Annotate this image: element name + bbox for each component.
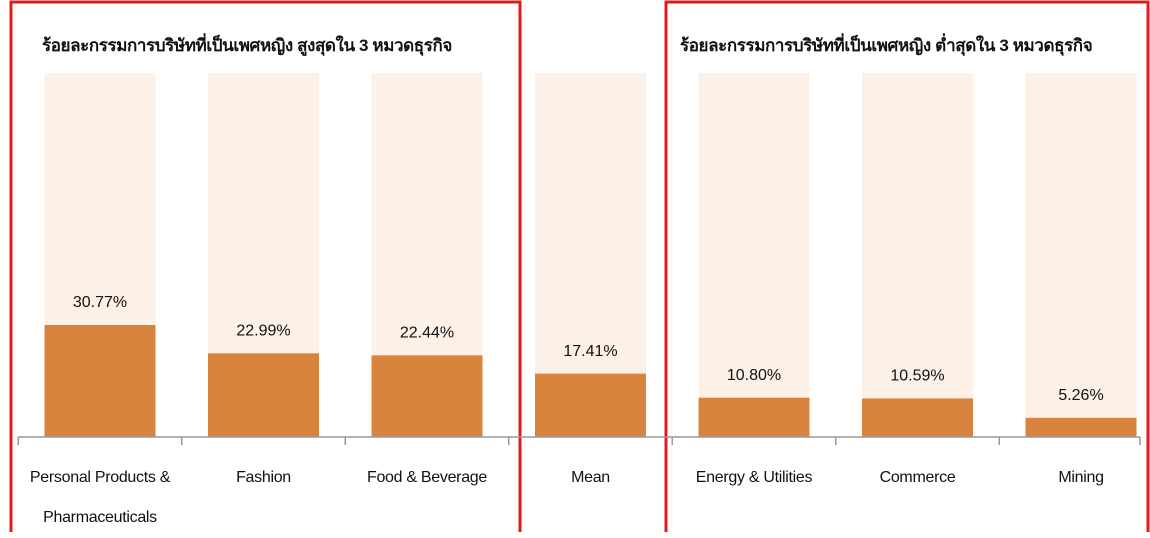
group-box bbox=[9, 0, 522, 532]
x-tick-label: Energy & Utilities bbox=[695, 469, 813, 486]
x-tick-label: Mean bbox=[571, 469, 610, 486]
x-tick-label: Personal Products & Pharmaceuticals bbox=[29, 469, 171, 526]
bar bbox=[1025, 417, 1137, 437]
group-title: ร้อยละกรรมการบริษัทที่เป็นเพศหญิง ต่ำสุด… bbox=[680, 36, 1093, 55]
value-label: 10.80% bbox=[727, 367, 781, 384]
bar bbox=[371, 355, 483, 437]
value-label: 30.77% bbox=[73, 294, 127, 311]
x-tick-label: Mining bbox=[1058, 469, 1104, 486]
bar bbox=[535, 373, 646, 437]
bar bbox=[208, 353, 319, 437]
bar bbox=[862, 398, 973, 437]
group-box bbox=[664, 0, 1150, 532]
bar-background bbox=[862, 73, 973, 437]
bar-background bbox=[698, 73, 810, 437]
bar bbox=[44, 324, 156, 437]
value-label: 10.59% bbox=[890, 368, 944, 385]
bar bbox=[698, 397, 810, 437]
value-label: 17.41% bbox=[563, 343, 617, 360]
value-label: 22.99% bbox=[236, 323, 290, 340]
x-tick-label: Fashion bbox=[236, 469, 291, 486]
group-title: ร้อยละกรรมการบริษัทที่เป็นเพศหญิง สูงสุด… bbox=[42, 36, 452, 55]
x-tick-label: Commerce bbox=[879, 469, 956, 486]
x-tick-label: Food & Beverage bbox=[366, 469, 488, 486]
bar-background bbox=[1025, 73, 1137, 437]
value-label: 5.26% bbox=[1058, 387, 1103, 404]
value-label: 22.44% bbox=[400, 325, 454, 342]
